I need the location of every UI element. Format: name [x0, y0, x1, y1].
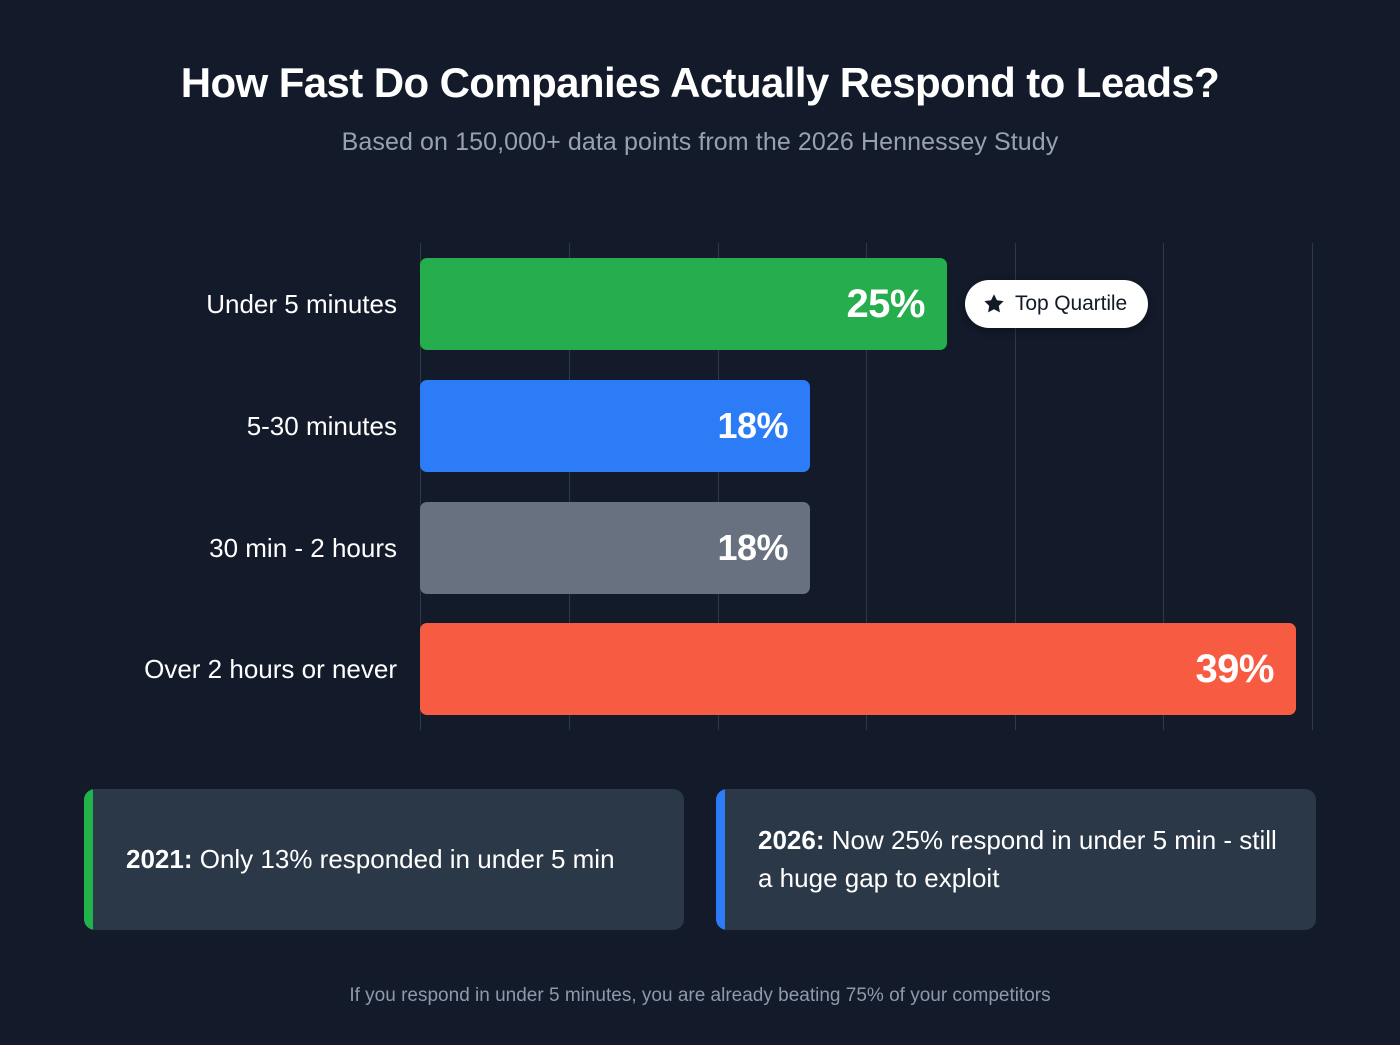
- callout-2021: 2021: Only 13% responded in under 5 min: [84, 789, 684, 930]
- bar-value-2: 18%: [717, 527, 788, 568]
- bar-under-5-minutes[interactable]: 25%: [420, 258, 947, 350]
- page-subtitle: Based on 150,000+ data points from the 2…: [341, 128, 1059, 157]
- top-quartile-badge[interactable]: Top Quartile: [965, 280, 1149, 328]
- star-icon: [984, 294, 1004, 313]
- category-label-2: 30 min - 2 hours: [209, 533, 397, 563]
- page-title: How Fast Do Companies Actually Respond t…: [180, 59, 1220, 106]
- top-quartile-badge-label: Top Quartile: [1015, 292, 1128, 315]
- callout-year-2021: 2021:: [126, 843, 193, 874]
- footer-note: If you respond in under 5 minutes, you a…: [349, 985, 1051, 1006]
- bar-value-1: 18%: [717, 405, 788, 446]
- category-label-3: Over 2 hours or never: [144, 654, 397, 684]
- callout-2026: 2026: Now 25% respond in under 5 min - s…: [716, 789, 1316, 930]
- category-label-0: Under 5 minutes: [206, 289, 397, 319]
- bar-row-30-min-2-hours: 30 min - 2 hours 18%: [0, 502, 1400, 594]
- bar-row-5-30-minutes: 5-30 minutes 18%: [0, 380, 1400, 472]
- bar-rows: Under 5 minutes 25% Top Quartile 5-30 mi…: [0, 243, 1400, 730]
- bar-over-2-hours-or-never[interactable]: 39%: [420, 623, 1296, 715]
- bar-chart: Under 5 minutes 25% Top Quartile 5-30 mi…: [0, 243, 1400, 730]
- callout-row: 2021: Only 13% responded in under 5 min …: [84, 789, 1316, 930]
- callout-text-2026: 2026: Now 25% respond in under 5 min - s…: [716, 822, 1316, 897]
- bar-5-30-minutes[interactable]: 18%: [420, 380, 810, 472]
- bar-value-3: 39%: [1195, 646, 1274, 691]
- bar-30-min-2-hours[interactable]: 18%: [420, 502, 810, 594]
- callout-accent-2021: [84, 789, 93, 930]
- category-label-1: 5-30 minutes: [246, 411, 397, 441]
- chart-header: How Fast Do Companies Actually Respond t…: [0, 59, 1400, 157]
- bar-row-under-5-minutes: Under 5 minutes 25% Top Quartile: [0, 258, 1400, 350]
- callout-text-2021: 2021: Only 13% responded in under 5 min: [84, 841, 645, 879]
- bar-row-over-2-hours-or-never: Over 2 hours or never 39%: [0, 623, 1400, 715]
- callout-accent-2026: [716, 789, 725, 930]
- bar-value-0: 25%: [846, 281, 925, 326]
- callout-year-2026: 2026:: [758, 824, 825, 855]
- callout-body-2021: Only 13% responded in under 5 min: [192, 843, 615, 874]
- callout-body-2026: Now 25% respond in under 5 min - still a…: [758, 824, 1277, 893]
